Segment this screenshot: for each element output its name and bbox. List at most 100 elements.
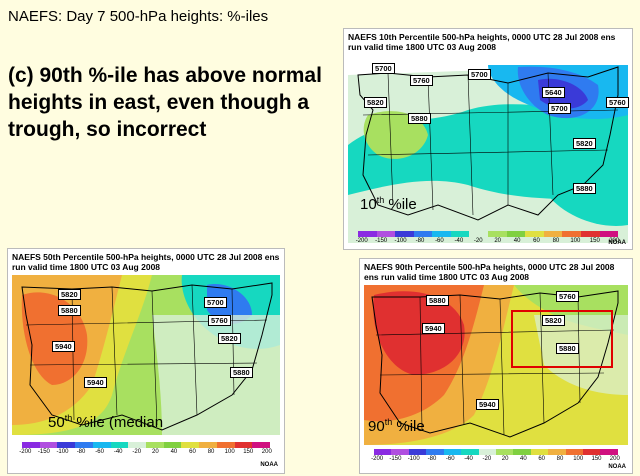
colorbar-tick: 200 — [609, 456, 620, 462]
colorbar-swatch — [495, 449, 514, 455]
panel-title: NAEFS 10th Percentile 500-hPa heights, 0… — [348, 32, 616, 52]
colorbar — [22, 442, 271, 448]
contour-label: 5760 — [208, 315, 231, 326]
colorbar-tick: -80 — [427, 456, 437, 462]
colorbar-swatch — [92, 442, 111, 448]
colorbar-tick: -40 — [464, 456, 473, 462]
colorbar-swatch — [110, 442, 129, 448]
contour-label: 5700 — [372, 63, 395, 74]
colorbar-swatch — [199, 442, 217, 448]
colorbar-swatch — [234, 442, 253, 448]
colorbar-tick: -40 — [454, 238, 464, 244]
colorbar-swatch — [358, 231, 377, 237]
colorbar-swatch — [75, 442, 93, 448]
colorbar-tick: -60 — [445, 456, 455, 462]
contour-label: 5940 — [52, 341, 75, 352]
colorbar-tick: -20 — [482, 456, 492, 462]
colorbar-swatch — [530, 449, 549, 455]
colorbar-swatch — [39, 442, 58, 448]
contour-label: 5640 — [542, 87, 565, 98]
colorbar-swatch — [146, 442, 164, 448]
colorbar-tick: 80 — [207, 449, 215, 455]
colorbar-tick: 40 — [513, 238, 521, 244]
panel-50th-percentile: NAEFS 50th Percentile 500-hPa heights, 0… — [7, 248, 285, 474]
contour-label: 5880 — [58, 305, 81, 316]
colorbar-tick: -20 — [132, 449, 142, 455]
contour-label: 5880 — [426, 295, 449, 306]
noaa-credit: NOAA — [608, 464, 626, 470]
colorbar-swatch — [391, 449, 409, 455]
panel-title: NAEFS 50th Percentile 500-hPa heights, 0… — [12, 252, 280, 272]
colorbar-tick: 60 — [533, 238, 540, 244]
colorbar-tick: 40 — [170, 449, 178, 455]
panel-90th-percentile: NAEFS 90th Percentile 500-hPa heights, 0… — [359, 258, 633, 474]
colorbar-tick: 100 — [570, 238, 581, 244]
colorbar-tick: 200 — [261, 449, 272, 455]
colorbar-swatch — [583, 449, 601, 455]
colorbar-swatch — [562, 231, 581, 237]
colorbar-tick: -20 — [473, 238, 483, 244]
colorbar-swatch — [432, 231, 451, 237]
contour-label: 5760 — [606, 97, 629, 108]
colorbar-swatch — [565, 449, 584, 455]
colorbar-swatch — [580, 231, 600, 237]
colorbar-swatch — [600, 449, 618, 455]
colorbar — [374, 449, 618, 455]
claim-text: (c) 90th %-ile has above normal heights … — [8, 64, 322, 141]
colorbar-tick: 150 — [589, 238, 600, 244]
colorbar-tick: -150 — [37, 449, 50, 455]
contour-label: 5820 — [364, 97, 387, 108]
colorbar-swatch — [478, 449, 496, 455]
percentile-label: 10th %ile — [360, 195, 417, 213]
colorbar-swatch — [395, 231, 414, 237]
colorbar-swatch — [543, 231, 563, 237]
colorbar-swatch — [57, 442, 76, 448]
colorbar-swatch — [488, 231, 507, 237]
percentile-label: 90th %ile — [368, 417, 425, 435]
colorbar-tick: -100 — [56, 449, 69, 455]
contour-label: 5880 — [556, 343, 579, 354]
colorbar-tick: 80 — [556, 456, 564, 462]
colorbar-tick: 60 — [538, 456, 546, 462]
colorbar-tick: -150 — [375, 238, 388, 244]
colorbar-swatch — [548, 449, 566, 455]
colorbar-swatch — [469, 231, 489, 237]
colorbar-tick: -40 — [113, 449, 123, 455]
colorbar-tick: -200 — [355, 238, 368, 244]
colorbar-swatch — [163, 442, 182, 448]
colorbar — [358, 231, 619, 237]
colorbar-tick: 150 — [243, 449, 254, 455]
contour-label: 5880 — [573, 183, 596, 194]
contour-label: 5700 — [204, 297, 227, 308]
colorbar-swatch — [461, 449, 479, 455]
colorbar-tick: -150 — [389, 456, 402, 462]
colorbar-tick: 40 — [520, 456, 527, 462]
colorbar-tick: -80 — [415, 238, 425, 244]
colorbar-ticks: -200 -150 -100 -80 -60 -40 -20 20 40 60 80 100 150 20… — [352, 238, 624, 244]
contour-label: 5820 — [573, 138, 596, 149]
colorbar-swatch — [450, 231, 470, 237]
colorbar-tick: 60 — [189, 449, 196, 455]
colorbar-tick: 80 — [552, 238, 560, 244]
map-50th — [12, 275, 280, 435]
colorbar-swatch — [506, 231, 526, 237]
colorbar-swatch — [443, 449, 462, 455]
colorbar-tick: -80 — [76, 449, 86, 455]
colorbar-swatch — [374, 449, 392, 455]
contour-label: 5940 — [476, 399, 499, 410]
slide-title: NAEFS: Day 7 500-hPa heights: %-iles — [8, 8, 269, 25]
contour-label: 5880 — [230, 367, 253, 378]
colorbar-tick: 20 — [501, 456, 509, 462]
colorbar-tick: -100 — [394, 238, 407, 244]
colorbar-swatch — [376, 231, 396, 237]
colorbar-ticks: -200 -150 -100 -80 -60 -40 -20 20 40 60 80 100 150 20… — [368, 456, 624, 462]
panel-10th-percentile: NAEFS 10th Percentile 500-hPa heights, 0… — [343, 28, 633, 250]
noaa-credit: NOAA — [260, 462, 278, 468]
highlight-box — [511, 310, 613, 368]
colorbar-swatch — [128, 442, 147, 448]
colorbar-tick: -100 — [407, 456, 420, 462]
colorbar-swatch — [216, 442, 235, 448]
contour-label: 5700 — [548, 103, 571, 114]
percentile-label: 50th %ile (median — [48, 413, 164, 431]
colorbar-tick: -200 — [19, 449, 32, 455]
